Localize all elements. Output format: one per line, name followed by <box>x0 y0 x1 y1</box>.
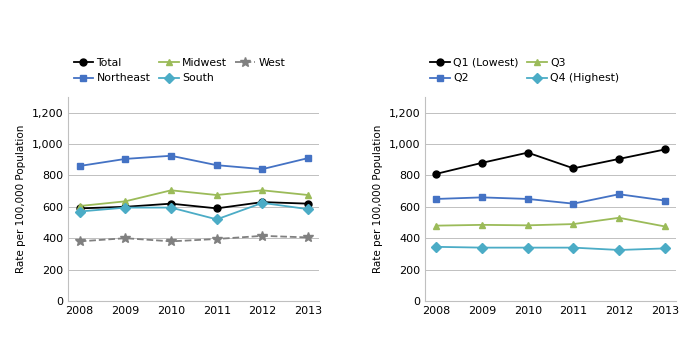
Northeast <box>167 154 175 158</box>
Q4 (Highest) <box>570 246 578 250</box>
Total <box>122 205 130 209</box>
Q3 <box>615 216 623 220</box>
Q4 (Highest) <box>432 245 441 249</box>
South <box>122 206 130 210</box>
Line: Q1 (Lowest): Q1 (Lowest) <box>433 146 668 177</box>
Total <box>167 202 175 206</box>
Northeast <box>212 163 221 167</box>
Q1 (Lowest) <box>432 172 441 176</box>
West <box>258 234 266 238</box>
Northeast <box>304 156 312 160</box>
Q3 <box>660 224 669 228</box>
Midwest <box>304 193 312 197</box>
Midwest <box>167 188 175 192</box>
Q1 (Lowest) <box>660 147 669 152</box>
Q1 (Lowest) <box>570 166 578 171</box>
Midwest <box>258 188 266 192</box>
Q2 <box>524 197 532 201</box>
Total <box>212 206 221 210</box>
Q3 <box>478 223 486 227</box>
Line: Q4 (Highest): Q4 (Highest) <box>433 243 668 254</box>
Northeast <box>122 157 130 161</box>
Q2 <box>615 192 623 196</box>
Line: Northeast: Northeast <box>76 152 311 173</box>
Legend: Q1 (Lowest), Q2, Q3, Q4 (Highest): Q1 (Lowest), Q2, Q3, Q4 (Highest) <box>430 58 619 83</box>
Q4 (Highest) <box>524 246 532 250</box>
Q1 (Lowest) <box>615 157 623 161</box>
South <box>76 209 84 213</box>
West <box>122 236 130 240</box>
Q2 <box>478 195 486 199</box>
Line: Total: Total <box>76 199 311 212</box>
Q3 <box>524 223 532 227</box>
Northeast <box>76 164 84 168</box>
Q4 (Highest) <box>615 248 623 252</box>
Line: Midwest: Midwest <box>76 187 311 209</box>
Q4 (Highest) <box>660 246 669 251</box>
South <box>167 206 175 210</box>
Midwest <box>76 204 84 208</box>
South <box>258 201 266 205</box>
Y-axis label: Rate per 100,000 Population: Rate per 100,000 Population <box>16 125 26 273</box>
Northeast <box>258 167 266 171</box>
Q2 <box>660 199 669 203</box>
Q2 <box>570 202 578 206</box>
Midwest <box>212 193 221 197</box>
Line: South: South <box>76 199 311 223</box>
West <box>212 237 221 241</box>
Line: Q2: Q2 <box>433 191 668 207</box>
Q1 (Lowest) <box>478 161 486 165</box>
Total <box>304 202 312 206</box>
Q3 <box>432 224 441 228</box>
Legend: Total, Northeast, Midwest, South, West: Total, Northeast, Midwest, South, West <box>74 58 285 83</box>
West <box>167 239 175 244</box>
West <box>76 239 84 244</box>
South <box>212 217 221 221</box>
Q2 <box>432 197 441 201</box>
Line: Q3: Q3 <box>433 214 668 230</box>
Total <box>258 200 266 204</box>
Q1 (Lowest) <box>524 151 532 155</box>
Q4 (Highest) <box>478 246 486 250</box>
South <box>304 207 312 211</box>
Line: West: West <box>75 231 313 246</box>
Y-axis label: Rate per 100,000 Population: Rate per 100,000 Population <box>373 125 383 273</box>
West <box>304 235 312 239</box>
Total <box>76 206 84 210</box>
Midwest <box>122 199 130 203</box>
Q3 <box>570 222 578 226</box>
